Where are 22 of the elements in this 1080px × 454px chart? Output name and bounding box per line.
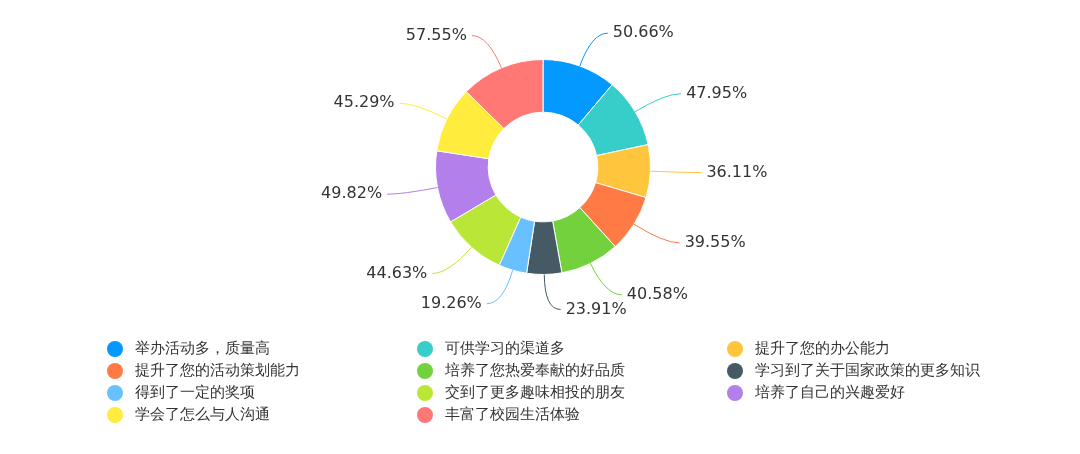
data-label: 44.63% — [366, 262, 428, 282]
legend-label: 学习到了关于国家政策的更多知识 — [755, 360, 980, 379]
data-label: 57.55% — [405, 24, 467, 44]
data-label: 50.66% — [612, 22, 674, 42]
legend-label: 提升了您的活动策划能力 — [135, 360, 300, 379]
data-label: 19.26% — [420, 292, 482, 312]
legend-label: 培养了您热爱奉献的好品质 — [444, 360, 625, 379]
legend-label: 丰富了校园生活体验 — [445, 404, 580, 423]
data-label: 39.55% — [684, 232, 746, 251]
data-label: 23.91% — [565, 298, 627, 318]
legend-label: 可供学习的渠道多 — [445, 338, 565, 357]
data-label: 36.11% — [706, 161, 768, 181]
legend-label: 培养了自己的兴趣爱好 — [754, 382, 905, 401]
legend-label: 学会了怎么与人沟通 — [135, 404, 270, 423]
legend-label: 举办活动多，质量高 — [135, 338, 270, 357]
data-label: 47.95% — [686, 82, 748, 102]
legend-label: 提升了您的办公能力 — [755, 338, 890, 357]
legend-label: 交到了更多趣味相投的朋友 — [445, 382, 625, 401]
legend-label: 得到了一定的奖项 — [135, 382, 255, 401]
data-label: 49.82% — [321, 183, 383, 203]
data-label: 40.58% — [626, 284, 688, 304]
data-label: 45.29% — [333, 92, 395, 112]
